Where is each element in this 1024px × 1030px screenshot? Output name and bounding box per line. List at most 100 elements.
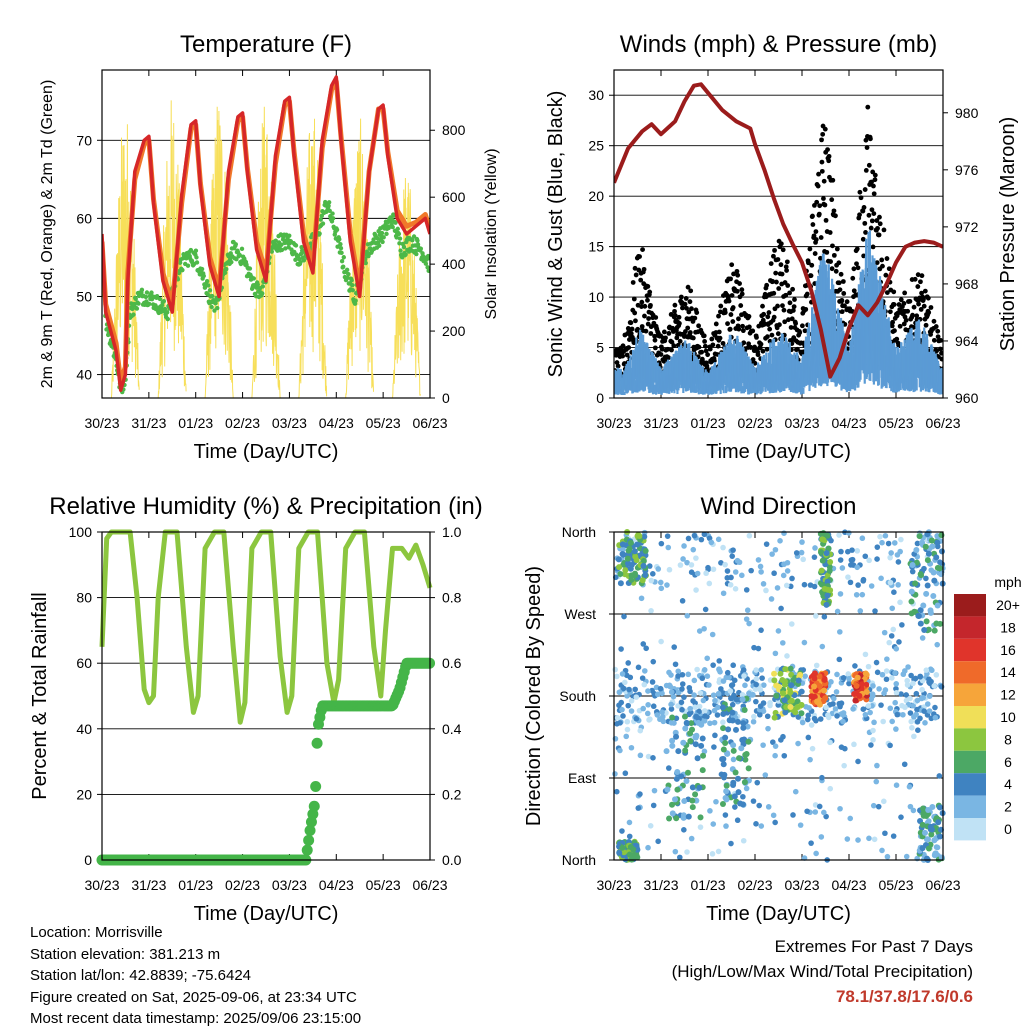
direction-point <box>915 612 922 619</box>
direction-point <box>898 691 904 697</box>
direction-point <box>642 572 649 579</box>
gust-point <box>760 303 765 309</box>
direction-point <box>805 712 812 719</box>
direction-point <box>740 837 747 844</box>
dewpoint-point <box>185 263 191 268</box>
y-tick-label: 70 <box>76 132 92 148</box>
direction-point <box>862 711 869 718</box>
direction-point <box>745 738 752 745</box>
gust-point <box>868 136 873 142</box>
direction-point <box>722 561 728 568</box>
direction-point <box>757 703 764 709</box>
direction-point <box>668 719 675 726</box>
gust-point <box>680 305 685 311</box>
gust-point <box>842 303 847 309</box>
gust-point <box>703 348 709 354</box>
gust-point <box>872 177 878 183</box>
solar-line <box>251 106 281 398</box>
x-tick-label: 06/23 <box>412 877 447 893</box>
gust-point <box>757 345 763 351</box>
direction-point <box>767 699 773 706</box>
gust-point <box>766 310 772 315</box>
direction-point <box>865 703 872 709</box>
precip-point <box>304 824 316 836</box>
gust-point <box>869 179 874 185</box>
station-elevation: Station elevation: 381.213 m <box>30 945 221 963</box>
direction-point <box>745 765 752 772</box>
gust-point <box>638 277 644 283</box>
gust-point <box>777 322 782 328</box>
direction-point <box>666 669 672 676</box>
direction-point <box>728 574 734 581</box>
dewpoint-point <box>180 267 185 273</box>
x-tick-label: 06/23 <box>925 415 960 431</box>
direction-point <box>821 809 827 816</box>
direction-point <box>887 705 894 712</box>
direction-point <box>757 563 764 570</box>
gust-point <box>783 292 789 298</box>
gust-point <box>773 270 779 276</box>
gust-point <box>629 326 635 332</box>
direction-point <box>885 540 892 547</box>
gust-point <box>666 355 671 361</box>
direction-point <box>619 541 626 548</box>
legend-label: 18 <box>1000 619 1016 635</box>
dewpoint-point <box>279 247 285 253</box>
direction-point <box>679 671 686 678</box>
dewpoint-point <box>193 248 199 253</box>
direction-point <box>906 783 913 790</box>
gust-point <box>868 225 874 231</box>
direction-point <box>830 695 837 702</box>
legend-label: 14 <box>1000 664 1016 680</box>
gust-point <box>684 305 689 311</box>
direction-point <box>724 750 731 757</box>
direction-point <box>798 688 805 695</box>
direction-point <box>720 719 726 726</box>
direction-point <box>923 618 930 625</box>
direction-point <box>812 545 818 551</box>
dewpoint-point <box>251 276 257 281</box>
direction-point <box>880 718 886 725</box>
direction-point <box>912 580 919 587</box>
direction-point <box>716 658 723 664</box>
gust-point <box>892 328 897 334</box>
legend-swatch <box>954 683 986 706</box>
gust-point <box>799 323 805 329</box>
gust-point <box>822 202 828 208</box>
direction-point <box>932 704 938 711</box>
direction-point <box>689 784 696 791</box>
direction-point <box>855 837 861 843</box>
gust-point <box>887 309 893 315</box>
direction-point <box>650 755 656 761</box>
gust-point <box>922 288 928 294</box>
direction-point <box>687 705 694 712</box>
gust-point <box>699 349 705 355</box>
gust-point <box>827 230 833 235</box>
direction-point <box>914 706 920 713</box>
y2-tick-label: 600 <box>442 189 466 205</box>
gust-point <box>851 266 857 272</box>
gust-point <box>683 329 688 334</box>
gust-point <box>675 342 681 348</box>
direction-point <box>865 663 872 670</box>
x-tick-label: 30/23 <box>84 877 119 893</box>
direction-point <box>743 616 750 622</box>
direction-point <box>904 677 911 684</box>
gust-point <box>894 336 900 342</box>
gust-point <box>812 251 818 256</box>
direction-point <box>719 704 726 711</box>
direction-point <box>817 716 824 722</box>
gust-point <box>934 348 940 354</box>
gust-point <box>739 287 745 293</box>
x-tick-label: 03/23 <box>784 877 819 893</box>
direction-point <box>933 554 940 561</box>
direction-point <box>720 590 727 597</box>
direction-point <box>860 578 867 584</box>
direction-point <box>699 675 706 682</box>
direction-point <box>613 788 620 795</box>
direction-point <box>894 711 901 718</box>
direction-point <box>722 739 729 746</box>
gust-point <box>829 197 835 203</box>
direction-point <box>684 849 690 855</box>
direction-point <box>714 712 721 718</box>
